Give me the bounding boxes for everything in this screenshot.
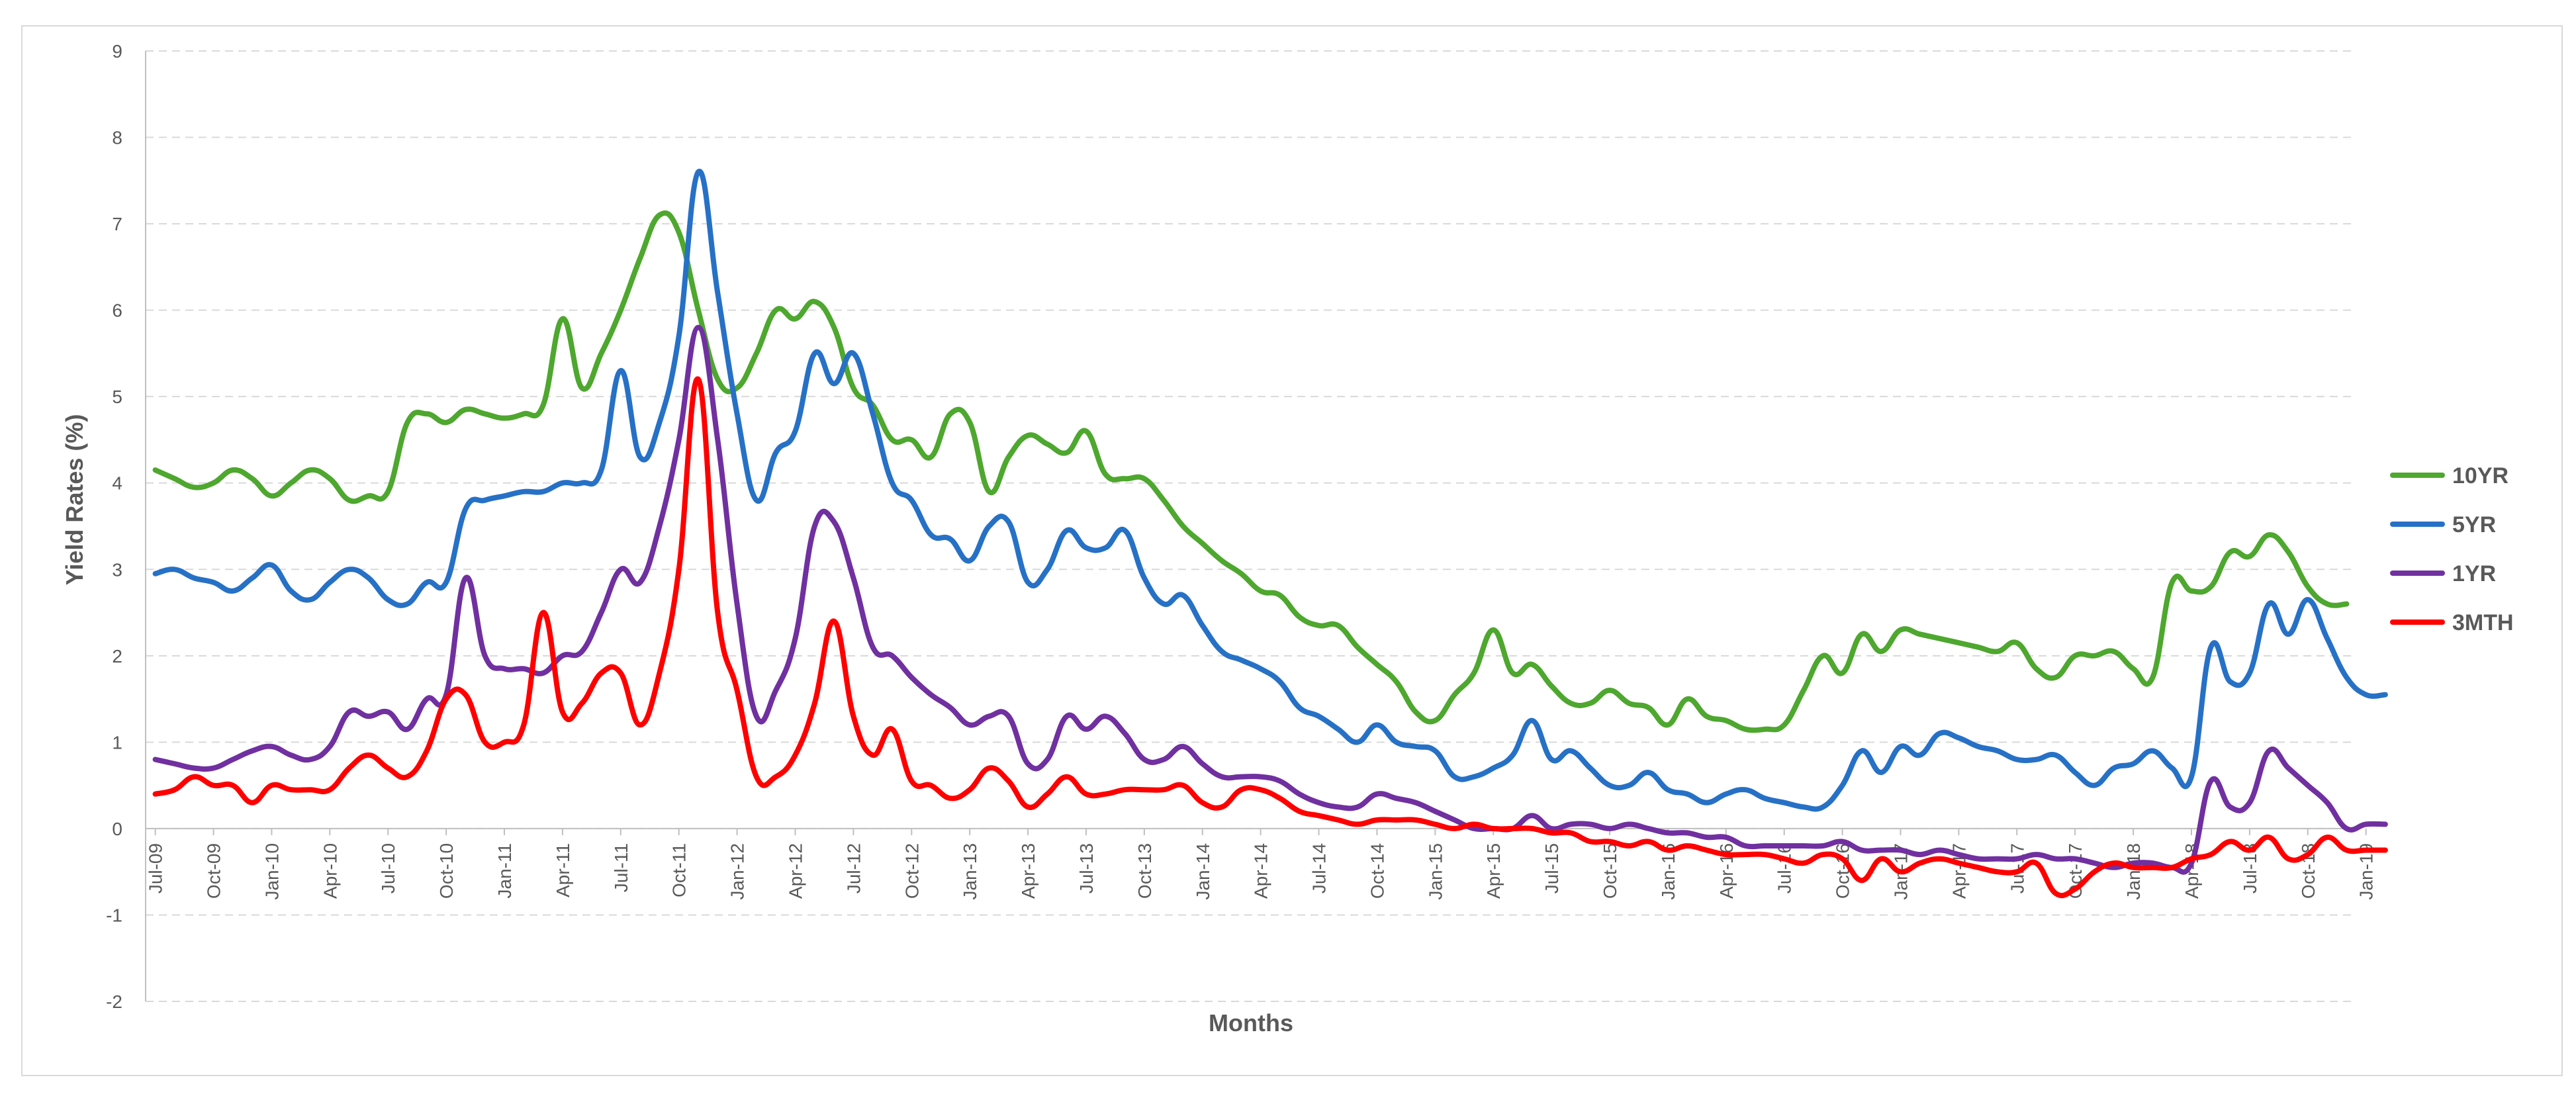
axes: -2 -1 0 1 2 3 4 5 6 7 8 9 Jul-09 Oct-09 Jan-10 Apr-10 Ju… (106, 41, 2377, 1012)
y-tick-label: 1 (112, 732, 122, 753)
x-axis-title: Months (1209, 1009, 1293, 1036)
x-tick-label: Jul-12 (843, 843, 864, 894)
x-tick-label: Jan-15 (1425, 843, 1446, 900)
legend-label-10yr: 10YR (2452, 463, 2508, 488)
y-tick-label: 0 (112, 819, 122, 839)
series-line-10yr (152, 210, 2350, 733)
x-tick-label: Jul-15 (1541, 843, 1562, 894)
y-tick-label: -1 (106, 905, 122, 925)
x-tick-label: Oct-09 (204, 843, 224, 899)
x-tick-label: Jan-18 (2123, 843, 2144, 900)
series-line-3mth (152, 376, 2388, 899)
series-line-1yr (152, 324, 2388, 875)
legend-label-5yr: 5YR (2452, 512, 2496, 537)
x-tick-label: Apr-14 (1251, 843, 1271, 899)
x-tick-label: Apr-10 (320, 843, 340, 899)
x-tick-label: Jan-11 (494, 843, 515, 899)
y-tick-label: 9 (112, 41, 122, 62)
x-tick-label: Jan-13 (960, 843, 980, 900)
y-tick-label: -2 (106, 991, 122, 1012)
x-tick-label: Apr-13 (1018, 843, 1038, 899)
x-tick-label: Jul-09 (146, 843, 166, 894)
y-tick-label: 5 (112, 387, 122, 407)
x-tick-label: Oct-12 (901, 843, 922, 899)
x-tick-label: Jul-13 (1076, 843, 1097, 894)
y-tick-label: 8 (112, 128, 122, 148)
x-tick-label: Jan-10 (261, 843, 282, 900)
x-tick-label: Oct-11 (669, 843, 690, 897)
y-tick-label: 2 (112, 646, 122, 666)
legend: 10YR 5YR 1YR 3MTH (2390, 463, 2514, 635)
x-tick-label: Jul-16 (1774, 843, 1795, 894)
legend-label-1yr: 1YR (2452, 561, 2496, 586)
x-tick-label: Apr-11 (553, 843, 573, 897)
x-tick-label: Jul-14 (1309, 843, 1330, 894)
x-tick-label: Apr-15 (1483, 843, 1504, 899)
y-tick-label: 3 (112, 559, 122, 580)
x-tick-label: Oct-10 (436, 843, 457, 899)
x-tick-label: Apr-12 (785, 843, 805, 899)
x-tick-label: Jul-10 (378, 843, 398, 894)
series-lines (152, 168, 2388, 899)
chart-frame (21, 25, 2563, 1076)
series-line-5yr (152, 168, 2388, 812)
y-tick-label: 7 (112, 214, 122, 234)
x-tick-label: Jan-12 (727, 843, 748, 900)
x-tick-label: Jan-14 (1193, 843, 1213, 900)
x-tick-label: Jul-11 (611, 843, 631, 892)
y-axis-title: Yield Rates (%) (61, 414, 88, 586)
y-tick-label: 6 (112, 300, 122, 321)
y-tick-label: 4 (112, 473, 122, 494)
x-tick-label: Oct-13 (1134, 843, 1155, 899)
x-tick-label: Oct-15 (1600, 843, 1620, 899)
legend-label-3mth: 3MTH (2452, 610, 2514, 635)
x-tick-label: Oct-14 (1367, 843, 1387, 899)
